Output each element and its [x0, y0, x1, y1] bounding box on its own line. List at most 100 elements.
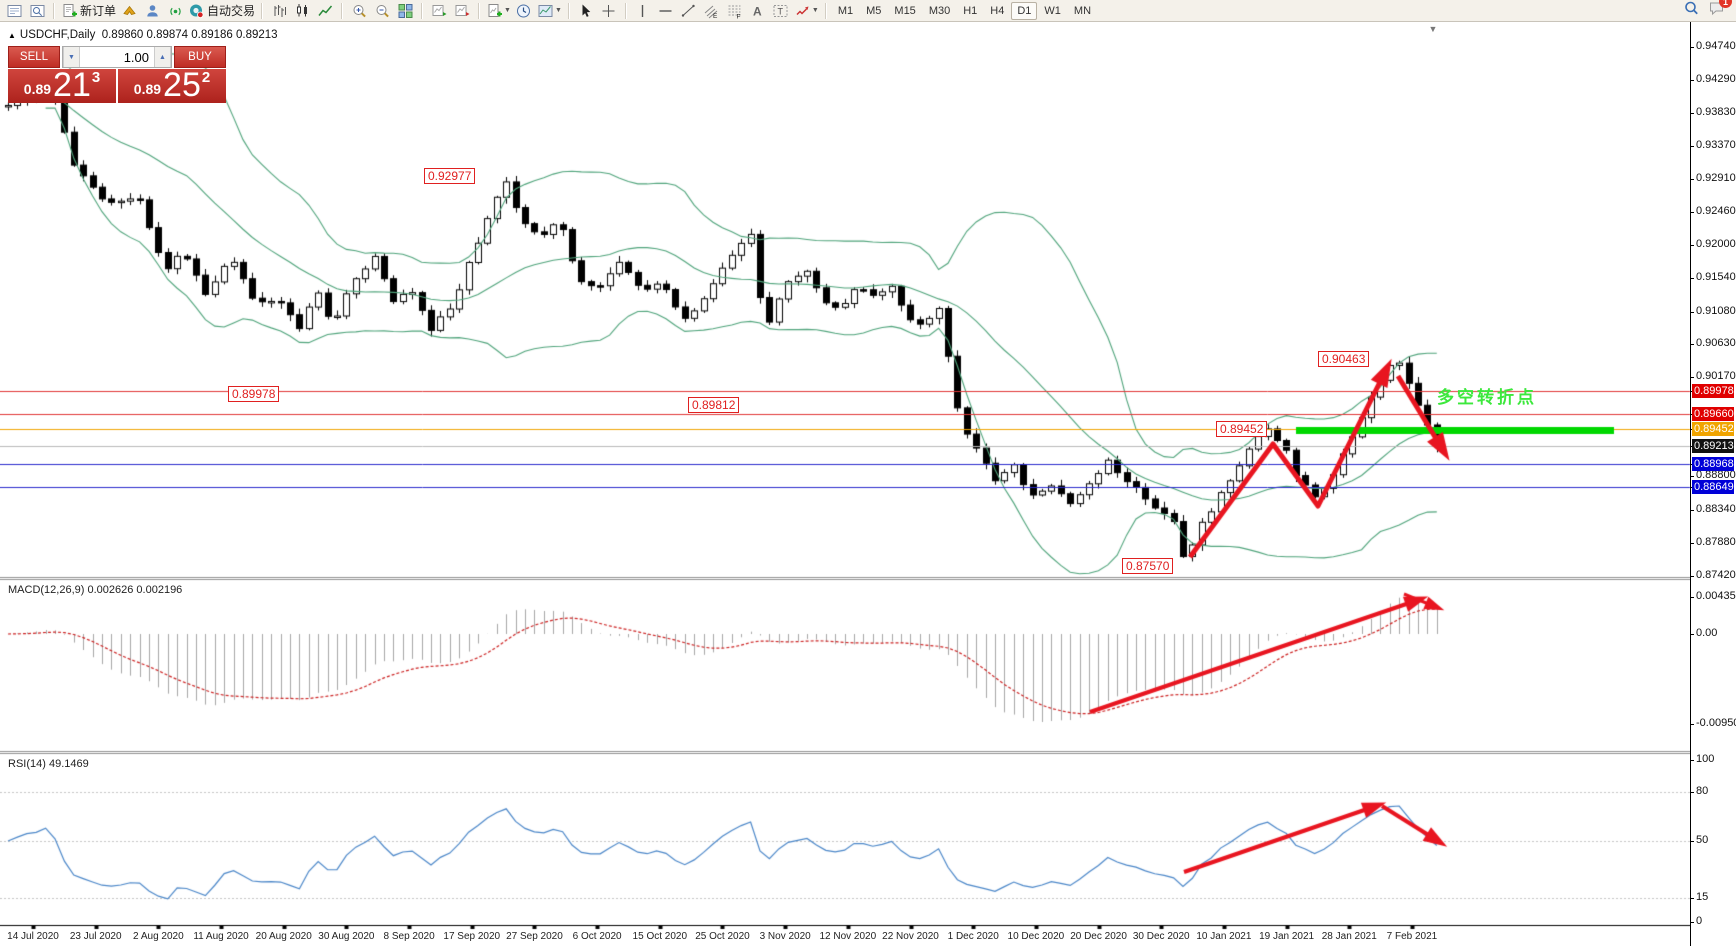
search-icon[interactable] [1683, 0, 1700, 21]
trend-line-icon [682, 4, 696, 17]
svg-text:F: F [737, 13, 741, 19]
price-label[interactable]: 0.92977 [424, 168, 476, 184]
price-label[interactable]: 0.87570 [1122, 558, 1174, 574]
community-icon[interactable] [141, 1, 163, 21]
price-label[interactable]: 0.89452 [1216, 421, 1268, 437]
new-chart-button[interactable]: ▼ [485, 1, 512, 21]
tile-windows-button[interactable] [394, 1, 416, 21]
axis-tick-label: 0.88800 [1696, 469, 1736, 482]
axis-tick-label: 0.004351 [1696, 590, 1736, 602]
timeframe-mn[interactable]: MN [1068, 2, 1097, 20]
date-axis-label: 10 Jan 2021 [1196, 931, 1252, 942]
axis-tick-label: 0.87420 [1696, 569, 1736, 581]
timeframe-m15[interactable]: M15 [888, 2, 921, 20]
sell-button[interactable]: SELL [8, 46, 60, 68]
bar-chart-button[interactable] [268, 1, 290, 21]
axis-tick-label: 0.90170 [1696, 370, 1736, 383]
chart-list-icon [7, 4, 21, 17]
chat-icon[interactable]: 1 [1708, 0, 1732, 21]
autotrading-button-label: 自动交易 [207, 4, 256, 18]
new-chart-icon [488, 3, 503, 17]
data-window-icon[interactable] [26, 1, 48, 21]
buy-price-big: 25 [163, 66, 201, 105]
toolbar-separator [261, 2, 264, 19]
toolbar-separator [53, 2, 55, 19]
symbol-period: USDCHF,Daily [19, 29, 96, 41]
date-axis-label: 12 Nov 2020 [819, 931, 877, 942]
text-label-tool[interactable]: T [770, 1, 792, 21]
axis-tickmark [1691, 760, 1694, 761]
price-axis[interactable]: 0.94740 0.94290 0.93830 0.93370 0.92910 0.924… [1690, 22, 1736, 946]
axis-tickmark [1691, 245, 1694, 246]
fibonacci-tool[interactable]: F [724, 1, 746, 21]
arrows-tool[interactable]: ▼ [793, 1, 820, 21]
axis-tick-label: 0.92460 [1696, 204, 1736, 217]
axis-tickmark [1691, 724, 1694, 725]
price-label[interactable]: 0.90463 [1318, 351, 1370, 367]
autotrading-button[interactable]: 自动交易 [187, 1, 256, 21]
volume-increase-button[interactable]: ▲ [154, 47, 171, 67]
horizontal-line-tool[interactable] [655, 1, 677, 21]
chart-shift-marker-icon[interactable]: ▼ [1428, 24, 1438, 34]
date-axis-label: 15 Oct 2020 [632, 931, 688, 942]
chart-note-text[interactable]: 多空转折点 [1437, 388, 1537, 407]
timeframe-h1[interactable]: H1 [957, 2, 983, 20]
timeframe-d1[interactable]: D1 [1011, 1, 1038, 20]
auto-scroll-icon [432, 4, 447, 16]
volume-input[interactable] [80, 47, 154, 67]
timeframe-m5[interactable]: M5 [860, 2, 887, 20]
axis-price-flag: 0.89452 [1692, 422, 1734, 437]
candlestick-chart-button[interactable] [291, 1, 313, 21]
timeframe-m30[interactable]: M30 [923, 2, 956, 20]
text-tool[interactable]: A [747, 1, 769, 21]
text-label-icon: T [773, 4, 788, 17]
collapse-triangle-icon[interactable]: ▲ [8, 31, 16, 40]
sell-price-sup: 3 [91, 69, 101, 86]
market-icon[interactable] [118, 1, 140, 21]
zoom-in-button[interactable] [348, 1, 370, 21]
chart-list-icon[interactable] [3, 1, 25, 21]
date-axis-label: 22 Nov 2020 [882, 931, 939, 942]
equidistant-channel-tool[interactable]: E [701, 1, 723, 21]
axis-tick-label: 80 [1696, 785, 1709, 797]
buy-price-sup: 2 [201, 69, 211, 86]
template-icon [538, 4, 553, 17]
axis-tickmark [1691, 377, 1694, 379]
zoom-out-button[interactable] [371, 1, 393, 21]
axis-tick-label: 0.94740 [1696, 40, 1736, 52]
chart-shift-button[interactable] [451, 1, 473, 21]
timeframe-w1[interactable]: W1 [1038, 2, 1067, 20]
price-label[interactable]: 0.89978 [228, 386, 280, 402]
vertical-line-tool[interactable] [632, 1, 654, 21]
trendline-tool[interactable] [678, 1, 700, 21]
crosshair-tool-button[interactable] [598, 1, 620, 21]
volume-decrease-button[interactable]: ▼ [63, 47, 80, 67]
auto-scroll-button[interactable] [428, 1, 450, 21]
axis-tick-label: 0.91080 [1696, 304, 1736, 317]
periods-button[interactable] [513, 1, 535, 21]
new-order-button[interactable]: 新订单 [60, 1, 117, 21]
sell-price[interactable]: 0.89 21 3 [8, 69, 116, 103]
axis-tickmark [1691, 79, 1694, 81]
axis-price-flag: 0.89978 [1692, 384, 1734, 399]
line-chart-button[interactable] [314, 1, 336, 21]
date-axis-label: 11 Aug 2020 [193, 931, 249, 942]
cursor-tool-button[interactable] [575, 1, 597, 21]
signals-icon[interactable] [164, 1, 186, 21]
buy-button[interactable]: BUY [174, 46, 226, 68]
toolbar-separator [421, 2, 424, 19]
timeframe-m1[interactable]: M1 [832, 2, 859, 20]
axis-tickmark [1691, 597, 1694, 598]
date-axis-label: 1 Dec 2020 [947, 931, 999, 942]
buy-price[interactable]: 0.89 25 2 [118, 69, 226, 103]
axis-tickmark [1691, 179, 1694, 181]
axis-tick-label: 100 [1696, 753, 1715, 765]
templates-button[interactable]: ▼ [536, 1, 563, 21]
toolbar-separator [478, 2, 481, 19]
timeframe-h4[interactable]: H4 [984, 2, 1010, 20]
price-label[interactable]: 0.89812 [688, 397, 740, 413]
axis-tick-label: 50 [1696, 834, 1709, 846]
date-axis-label: 10 Dec 2020 [1007, 931, 1065, 942]
cursor-icon [582, 4, 591, 17]
